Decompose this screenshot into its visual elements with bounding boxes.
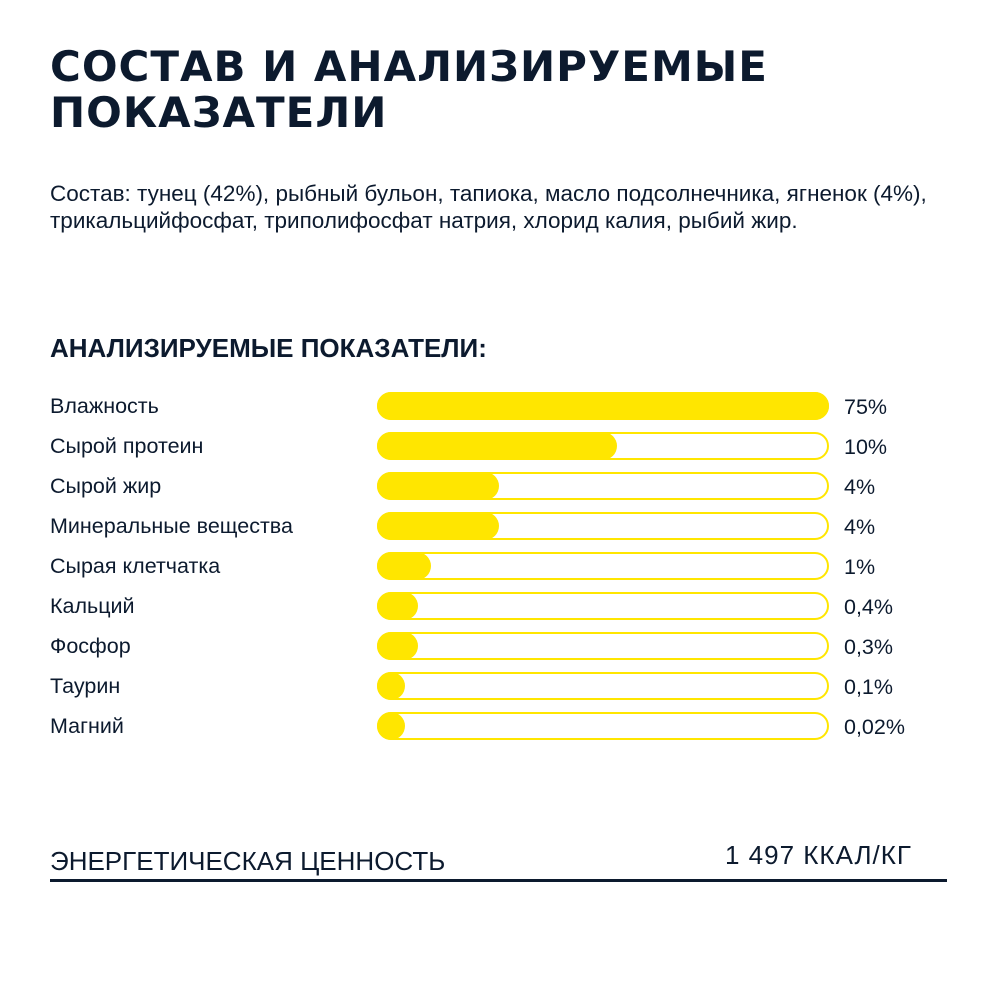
energy-value: 1 497 ККАЛ/КГ <box>724 840 912 870</box>
page-title: СОСТАВ И АНАЛИЗИРУЕМЫЕ ПОКАЗАТЕЛИ <box>50 44 950 136</box>
chart-category-label: Таурин <box>50 674 121 698</box>
chart-bar-track <box>377 672 829 700</box>
analysis-heading: АНАЛИЗИРУЕМЫЕ ПОКАЗАТЕЛИ: <box>50 333 487 363</box>
chart-category-label: Сырая клетчатка <box>50 554 221 578</box>
chart-value-label: 10% <box>844 435 888 459</box>
chart-category-label: Фосфор <box>50 634 131 658</box>
chart-bar-track <box>377 712 829 740</box>
chart-value-label: 0,3% <box>844 635 894 659</box>
chart-value-label: 75% <box>844 395 888 419</box>
chart-bar <box>377 552 431 580</box>
chart-bar <box>377 672 405 700</box>
composition-text: Состав: тунец (42%), рыбный бульон, тапи… <box>50 181 927 233</box>
chart-bar <box>377 712 405 740</box>
chart-bar-track <box>377 632 829 660</box>
chart-bar-track <box>377 592 829 620</box>
chart-bar <box>377 512 499 540</box>
chart-bar-track <box>377 552 829 580</box>
chart-row: Влажность 75% <box>0 386 1000 426</box>
chart-row: Таурин 0,1% <box>0 666 1000 706</box>
chart-bar <box>377 592 418 620</box>
chart-row: Минеральные вещества 4% <box>0 506 1000 546</box>
chart-row: Сырая клетчатка 1% <box>0 546 1000 586</box>
chart-bar-track <box>377 472 829 500</box>
chart-value-label: 4% <box>844 515 876 539</box>
chart-category-label: Сырой жир <box>50 474 162 498</box>
chart-bar <box>377 632 418 660</box>
chart-value-label: 0,02% <box>844 715 905 739</box>
chart-category-label: Кальций <box>50 594 135 618</box>
chart-category-label: Сырой протеин <box>50 434 204 458</box>
chart-bar-track <box>377 512 829 540</box>
chart-category-label: Влажность <box>50 394 159 418</box>
chart-row: Сырой протеин 10% <box>0 426 1000 466</box>
chart-value-label: 0,1% <box>844 675 894 699</box>
chart-bar <box>377 392 829 420</box>
chart-row: Сырой жир 4% <box>0 466 1000 506</box>
energy-divider <box>50 879 947 882</box>
title-line-1: СОСТАВ И АНАЛИЗИРУЕМЫЕ <box>50 42 768 91</box>
title-line-2: ПОКАЗАТЕЛИ <box>50 88 388 137</box>
chart-category-label: Магний <box>50 714 124 738</box>
chart-bar <box>377 472 499 500</box>
chart-value-label: 0,4% <box>844 595 894 619</box>
chart-row: Кальций 0,4% <box>0 586 1000 626</box>
chart-category-label: Минеральные вещества <box>50 514 293 538</box>
chart-bar-track <box>377 392 829 420</box>
chart-value-label: 4% <box>844 475 876 499</box>
chart-bar-track <box>377 432 829 460</box>
chart-row: Фосфор 0,3% <box>0 626 1000 666</box>
energy-label: ЭНЕРГЕТИЧЕСКАЯ ЦЕННОСТЬ <box>50 846 446 876</box>
chart-row: Магний 0,02% <box>0 706 1000 746</box>
chart-bar <box>377 432 617 460</box>
chart-value-label: 1% <box>844 555 876 579</box>
